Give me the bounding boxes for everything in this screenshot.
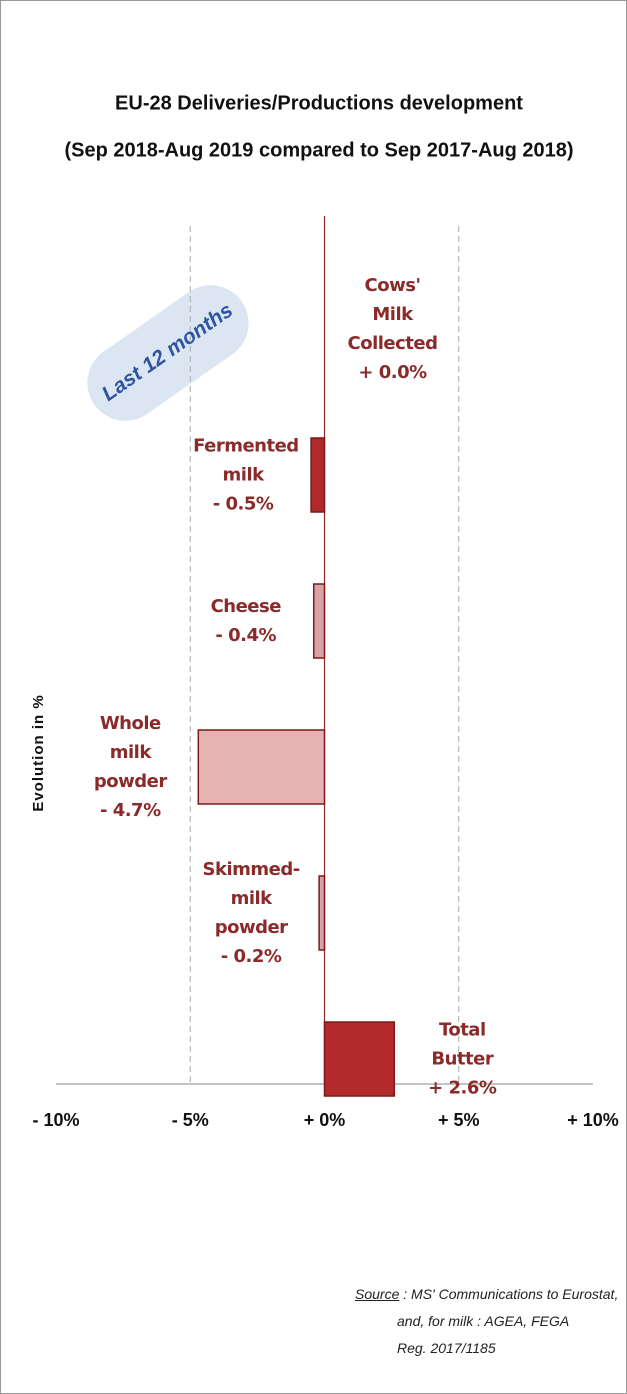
value-label: + 2.6% — [428, 1077, 497, 1099]
category-label: Cows' Milk Collected — [347, 275, 439, 354]
value-label: - 0.4% — [215, 625, 277, 646]
x-tick-label: + 5% — [438, 1110, 480, 1130]
bar-label: Fermented milk - 0.5% — [183, 432, 303, 519]
bar — [318, 875, 326, 951]
bar — [313, 583, 326, 659]
bar — [310, 437, 326, 513]
y-axis-label: Evolution in % — [30, 694, 47, 811]
bar-label: Whole milk powder - 4.7% — [70, 709, 190, 825]
source-line: Reg. 2017/1185 — [397, 1340, 496, 1356]
value-label: - 0.2% — [220, 946, 282, 967]
source-line: and, for milk : AGEA, FEGA — [397, 1313, 570, 1329]
category-label: Skimmed-milk powder — [202, 859, 301, 938]
bar — [197, 729, 326, 805]
value-label: + 0.0% — [358, 362, 427, 383]
source: Source : MS' Communications to Eurostat, — [355, 1286, 618, 1302]
value-label: - 0.5% — [212, 493, 274, 515]
bar — [323, 1021, 396, 1097]
bar-label: Cheese - 0.4% — [186, 592, 306, 650]
x-tick-label: + 0% — [304, 1110, 346, 1130]
x-tick-label: - 10% — [32, 1110, 79, 1130]
bar-label: Cows' Milk Collected + 0.0% — [333, 271, 453, 387]
chart-title: EU-28 Deliveries/Productions development — [115, 92, 523, 114]
chart-subtitle: (Sep 2018-Aug 2019 compared to Sep 2017-… — [64, 139, 573, 161]
category-label: Fermented milk — [193, 435, 299, 486]
source-label: Source — [355, 1286, 400, 1302]
bar-label: Total Butter + 2.6% — [402, 1016, 522, 1103]
x-tick-label: - 5% — [172, 1110, 209, 1130]
value-label: - 4.7% — [99, 800, 161, 821]
category-label: Whole milk powder — [93, 713, 167, 792]
bar-label: Skimmed-milk powder - 0.2% — [191, 855, 311, 971]
category-label: Total Butter — [431, 1019, 494, 1070]
source-line: : MS' Communications to Eurostat, — [403, 1286, 619, 1302]
category-label: Cheese — [210, 596, 282, 617]
x-tick-label: + 10% — [567, 1110, 619, 1130]
annotation-badge: Last 12 months — [87, 285, 249, 421]
annotation-shape — [87, 285, 249, 421]
